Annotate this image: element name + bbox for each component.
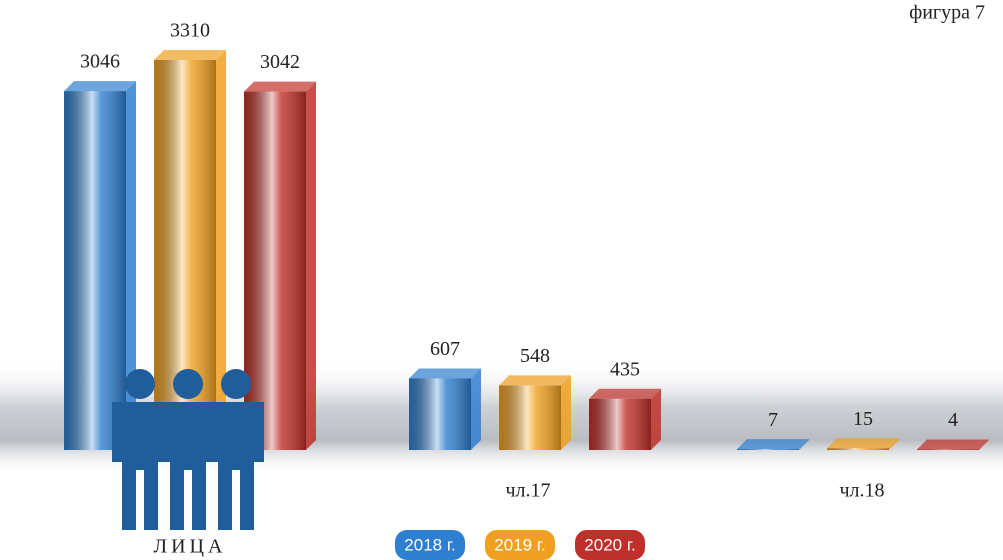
value-label: 435 <box>610 358 640 380</box>
bar-top <box>827 438 899 449</box>
bar-top <box>737 439 809 450</box>
value-label: 3042 <box>260 51 300 73</box>
bar <box>499 385 561 450</box>
chart-title: фигура 7 <box>909 2 985 24</box>
bar <box>64 91 126 450</box>
legend-swatch <box>575 530 645 560</box>
bar-top <box>64 81 136 92</box>
value-label: 3046 <box>80 51 120 73</box>
bar <box>409 378 471 450</box>
bar-top <box>917 439 989 450</box>
legend-label: 2020 г. <box>584 535 635 554</box>
bar-top <box>154 50 226 60</box>
bar-side <box>799 439 809 450</box>
bar-top <box>499 375 571 386</box>
value-label: 15 <box>853 408 873 430</box>
value-label: 548 <box>520 345 550 367</box>
bar-side <box>561 375 571 450</box>
bar-top <box>409 368 481 379</box>
bar-side <box>306 81 316 451</box>
bar-side <box>471 368 481 450</box>
category-label: ЛИЦА <box>154 536 227 558</box>
people-icon <box>112 369 264 530</box>
category-label: чл.17 <box>505 480 550 502</box>
legend-label: 2019 г. <box>494 535 545 554</box>
bar-top <box>589 388 661 399</box>
bar-side <box>979 439 989 450</box>
value-label: 3310 <box>170 20 210 42</box>
bar <box>589 398 651 450</box>
value-label: 7 <box>768 409 778 431</box>
bar-side <box>889 438 899 450</box>
bar <box>737 449 799 450</box>
bar-side <box>126 81 136 450</box>
value-label: 4 <box>948 409 958 431</box>
value-label: 607 <box>430 338 460 360</box>
bar-side <box>216 50 226 450</box>
bar-side <box>651 388 661 450</box>
bar <box>827 448 889 450</box>
category-label: чл.18 <box>839 480 884 502</box>
bar-top <box>244 81 316 92</box>
legend-swatch <box>395 530 465 560</box>
legend-swatch <box>485 530 555 560</box>
bar <box>244 91 306 451</box>
legend-label: 2018 г. <box>404 535 455 554</box>
